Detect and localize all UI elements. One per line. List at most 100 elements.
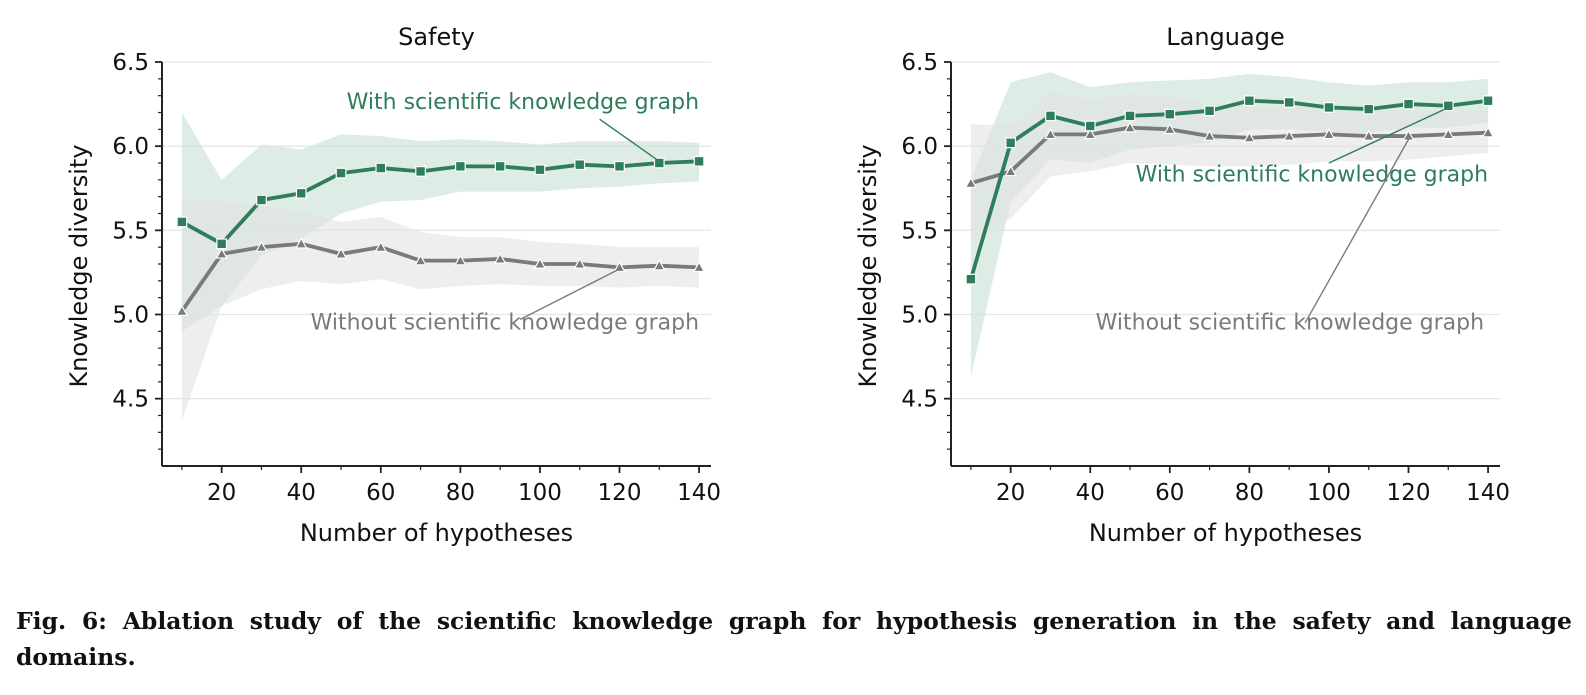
y-tick-label: 6.5: [112, 50, 149, 76]
data-point-without: [1322, 127, 1336, 140]
chart-panel-safety: With scientific knowledge graph Without s…: [65, 23, 721, 547]
data-point-without: [295, 237, 308, 249]
data-point-with: [653, 157, 665, 169]
y-tick-label: 5.5: [112, 218, 149, 244]
data-point-without: [1442, 127, 1455, 140]
data-point-with: [1403, 98, 1414, 110]
x-tick-label: 100: [518, 480, 562, 506]
data-point-with: [574, 159, 586, 171]
data-point-with: [1442, 100, 1454, 112]
data-point-without: [653, 259, 666, 271]
x-tick-label: 140: [677, 480, 721, 506]
data-point-without: [964, 176, 978, 188]
x-tick-label: 120: [598, 480, 642, 506]
annotation-pointer-without: [1304, 139, 1410, 324]
data-point-with: [614, 160, 625, 172]
annotation-label-with: With scientific knowledge graph: [1136, 163, 1488, 188]
x-tick-label: 120: [1387, 480, 1431, 506]
data-point-without: [1282, 129, 1296, 141]
annotation-pointer-without: [519, 268, 620, 321]
data-point-with: [1124, 110, 1136, 122]
x-axis-label: Number of hypotheses: [1089, 519, 1362, 547]
x-tick-label: 60: [1155, 480, 1184, 506]
annotation-label-without: Without scientific knowledge graph: [1096, 311, 1484, 336]
chart-title: Language: [1166, 23, 1284, 51]
data-point-with: [693, 155, 705, 167]
data-point-without: [1203, 129, 1216, 141]
x-axis-label: Number of hypotheses: [300, 519, 573, 547]
data-point-with: [176, 216, 188, 228]
data-point-with: [534, 164, 546, 176]
data-point-with: [1204, 105, 1215, 117]
data-point-with: [1482, 95, 1494, 107]
confidence-band-without: [970, 92, 1489, 243]
data-point-without: [1243, 131, 1256, 143]
confidence-band-without: [181, 200, 700, 421]
caption-label: Fig. 6:: [16, 607, 107, 635]
data-point-without: [1004, 164, 1017, 177]
caption-text: Ablation study of the scientific knowled…: [16, 607, 1572, 671]
annotation-pointer-with: [599, 118, 660, 162]
y-tick-label: 6.0: [112, 134, 149, 160]
y-tick-label: 5.0: [112, 303, 149, 329]
y-tick-label: 4.5: [901, 387, 938, 413]
annotation-pointer-with: [1328, 105, 1453, 164]
x-tick-label: 80: [446, 480, 475, 506]
data-point-with: [256, 194, 267, 206]
data-point-with: [1243, 95, 1255, 107]
series-line-without: [180, 241, 700, 313]
data-point-without: [175, 304, 189, 316]
data-point-without: [1481, 126, 1495, 138]
y-tick-label: 6.0: [901, 134, 938, 160]
data-point-with: [494, 160, 506, 172]
x-tick-label: 140: [1466, 480, 1510, 506]
data-point-with: [965, 273, 977, 285]
x-tick-label: 80: [1235, 480, 1264, 506]
x-tick-label: 20: [207, 480, 236, 506]
series-line-without: [970, 125, 1489, 186]
data-point-without: [255, 240, 268, 252]
data-point-without: [414, 254, 427, 266]
x-tick-label: 40: [287, 480, 316, 506]
data-point-without: [1044, 127, 1057, 140]
data-point-with: [454, 160, 466, 172]
y-tick-label: 6.5: [901, 50, 938, 76]
chart-panel-language: With scientific knowledge graph Without s…: [854, 23, 1510, 547]
data-point-with: [1323, 102, 1335, 113]
data-point-with: [1363, 103, 1375, 115]
y-axis-label: Knowledge diversity: [65, 144, 93, 387]
data-point-without: [1084, 127, 1097, 140]
data-point-without: [692, 260, 706, 273]
data-point-with: [295, 187, 307, 199]
x-tick-label: 60: [366, 480, 395, 506]
x-tick-label: 100: [1307, 480, 1351, 506]
data-point-without: [493, 252, 507, 264]
data-point-without: [374, 240, 388, 252]
x-tick-label: 20: [996, 480, 1025, 506]
data-point-without: [613, 260, 626, 273]
chart-title: Safety: [398, 23, 475, 51]
figure-caption: Fig. 6: Ablation study of the scientific…: [16, 603, 1572, 675]
y-tick-label: 5.0: [901, 303, 938, 329]
data-point-without: [334, 247, 348, 259]
data-point-with: [335, 167, 347, 179]
data-point-without: [1362, 129, 1375, 141]
data-point-with: [1005, 137, 1017, 149]
data-point-without: [533, 257, 547, 269]
annotation-label-with: With scientific knowledge graph: [347, 90, 699, 115]
x-tick-label: 40: [1076, 480, 1105, 506]
data-point-without: [573, 257, 586, 269]
series-line-with: [969, 98, 1489, 280]
data-point-without: [1163, 122, 1177, 135]
data-point-with: [1084, 120, 1096, 132]
data-point-with: [1045, 110, 1056, 122]
data-point-with: [216, 238, 228, 250]
series-line-with: [180, 159, 700, 246]
figure-canvas: With scientific knowledge graph Without s…: [65, 23, 1510, 547]
data-point-with: [415, 166, 426, 177]
data-point-with: [1283, 96, 1295, 108]
data-point-without: [215, 247, 228, 259]
data-point-with: [1164, 108, 1176, 120]
y-tick-label: 4.5: [112, 387, 149, 413]
y-axis-label: Knowledge diversity: [854, 144, 882, 387]
